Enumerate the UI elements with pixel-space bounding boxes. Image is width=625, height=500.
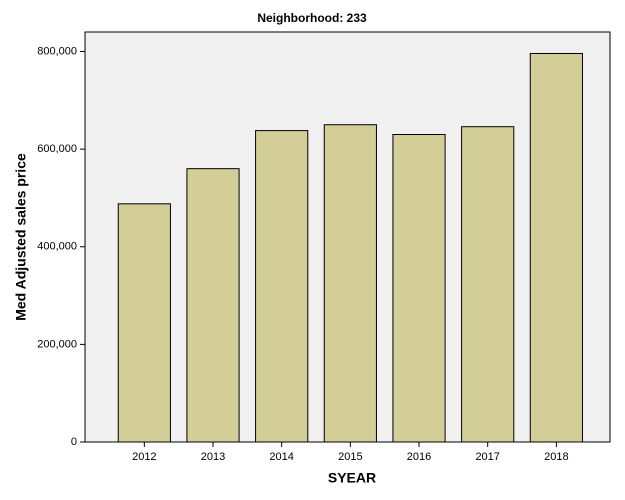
- bar: [392, 134, 446, 443]
- x-tick-label: 2013: [201, 451, 225, 463]
- y-tick-label: 800,000: [37, 45, 77, 57]
- bar: [323, 124, 377, 443]
- bar: [461, 126, 515, 443]
- bar: [529, 52, 583, 443]
- x-tick-label: 2012: [132, 451, 156, 463]
- y-axis-label: Med Adjusted sales price: [13, 153, 29, 321]
- y-tick-label: 0: [71, 436, 77, 448]
- bar: [186, 168, 240, 443]
- x-axis-label: SYEAR: [328, 470, 376, 486]
- x-tick-label: 2015: [338, 451, 362, 463]
- y-tick-label: 400,000: [37, 241, 77, 253]
- y-tick-label: 200,000: [37, 338, 77, 350]
- y-tick-label: 600,000: [37, 143, 77, 155]
- bar: [117, 203, 171, 443]
- chart-title: Neighborhood: 233: [257, 11, 367, 25]
- x-tick-label: 2014: [269, 451, 293, 463]
- bar: [255, 130, 309, 443]
- x-tick-label: 2016: [407, 451, 431, 463]
- x-tick-label: 2018: [544, 451, 568, 463]
- x-tick-label: 2017: [475, 451, 499, 463]
